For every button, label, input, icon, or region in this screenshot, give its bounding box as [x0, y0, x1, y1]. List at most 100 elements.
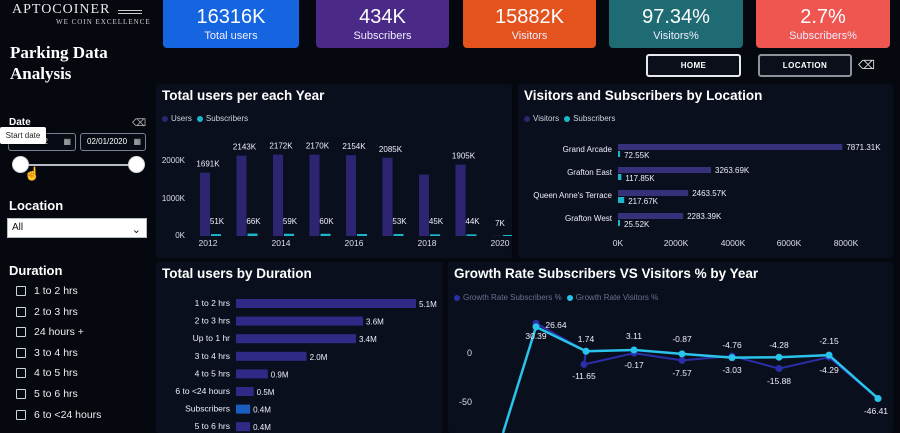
category-label: Subscribers: [185, 404, 230, 414]
checkbox[interactable]: [16, 307, 26, 317]
point-visitors: [678, 350, 686, 358]
duration-option-label: 24 hours +: [34, 326, 84, 338]
date-slider-start-handle[interactable]: [12, 156, 29, 173]
data-label-subscribers: 217.67K: [628, 197, 658, 206]
y-tick-label: 0K: [175, 231, 185, 240]
data-label-subscribers: 60K: [319, 217, 334, 226]
category-label: 2 to 3 hrs: [195, 316, 230, 326]
home-button[interactable]: HOME: [646, 54, 741, 77]
bar-subscribers: [284, 233, 294, 236]
duration-option[interactable]: 2 to 3 hrs: [16, 304, 78, 320]
data-label-users: 2170K: [306, 142, 330, 151]
checkbox[interactable]: [16, 286, 26, 296]
bar-duration: [236, 351, 307, 361]
data-label: -4.28: [769, 340, 789, 350]
data-label-subscribers: 25.52K: [624, 220, 650, 229]
location-button[interactable]: LOCATION: [758, 54, 852, 77]
location-panel: Visitors and Subscribers by Location Vis…: [518, 84, 893, 258]
data-label: 3.11: [626, 331, 642, 341]
chart-title: Total users per each Year: [162, 88, 325, 103]
duration-option[interactable]: 3 to 4 hrs: [16, 345, 78, 361]
bar-subscribers: [320, 233, 331, 236]
data-label-subscribers: 117.85K: [625, 174, 655, 183]
data-label-subscribers: 66K: [246, 217, 261, 226]
duration-option-label: 3 to 4 hrs: [34, 347, 78, 359]
clear-date-icon[interactable]: ⌫: [132, 118, 147, 129]
x-tick-label: 2020: [491, 238, 510, 248]
date-slider-end-handle[interactable]: [128, 156, 145, 173]
bar-subscribers: [618, 220, 620, 226]
data-label-subscribers: 72.55K: [624, 151, 650, 160]
location-dropdown[interactable]: All ⌄: [7, 218, 147, 238]
y-tick-label: 2000K: [162, 156, 186, 165]
chart-title: Growth Rate Subscribers VS Visitors % by…: [454, 266, 759, 281]
legend-swatch: [196, 115, 203, 122]
duration-option[interactable]: 4 to 5 hrs: [16, 365, 78, 381]
data-label-users: 2143K: [233, 143, 257, 152]
bar-users: [236, 155, 247, 236]
legend-label: Visitors: [533, 114, 560, 123]
brand-tagline: WE COIN EXCELLENCE: [56, 18, 151, 26]
duration-panel: Total users by Duration 1 to 2 hrs 5.1M 2 …: [156, 262, 443, 433]
category-label: 3 to 4 hrs: [195, 351, 230, 361]
duration-option[interactable]: 6 to <24 hours: [16, 407, 101, 423]
bar-subscribers: [466, 234, 477, 236]
point-subscribers: [775, 365, 783, 373]
bar-users: [309, 154, 320, 236]
point-subscribers: [580, 360, 588, 368]
checkbox[interactable]: [16, 348, 26, 358]
checkbox[interactable]: [16, 389, 26, 399]
checkbox[interactable]: [16, 368, 26, 378]
data-label: -46.41: [864, 406, 888, 416]
data-label: 0.4M: [253, 406, 271, 415]
legend-label: Subscribers: [573, 114, 616, 123]
duration-option-label: 4 to 5 hrs: [34, 367, 78, 379]
bar-users: [455, 164, 466, 236]
chart-legend: Users Subscribers: [162, 114, 248, 123]
kpi-visitors: 15882K Visitors: [463, 0, 596, 48]
bar-subscribers: [618, 174, 622, 180]
logo-rule: [118, 13, 142, 14]
category-label: Grafton West: [565, 214, 613, 223]
duration-option[interactable]: 1 to 2 hrs: [16, 283, 78, 299]
point-visitors: [728, 354, 736, 362]
x-tick-label: 2018: [418, 238, 437, 248]
kpi-subscribers-pct: 2.7% Subscribers%: [756, 0, 890, 48]
bar-visitors: [618, 144, 843, 150]
data-label-users: 2154K: [342, 142, 366, 151]
duration-chart: 1 to 2 hrs 5.1M 2 to 3 hrs 3.6M Up to 1 hr 3.…: [175, 298, 437, 432]
x-tick-label: 6000K: [777, 238, 802, 248]
checkbox[interactable]: [16, 327, 26, 337]
data-label-subscribers: 44K: [465, 217, 480, 226]
bar-users: [200, 172, 210, 236]
bar-subscribers: [430, 234, 440, 236]
legend-swatch: [454, 294, 460, 301]
calendar-icon[interactable]: ▦: [63, 137, 71, 146]
kpi-value: 434K: [359, 6, 406, 28]
end-date-input[interactable]: 02/01/2020 ▦: [80, 133, 146, 151]
category-label: Grafton East: [567, 168, 613, 177]
x-tick-label: 2012: [199, 238, 218, 248]
clear-filters-icon[interactable]: ⌫: [858, 58, 875, 72]
legend-swatch: [524, 115, 530, 122]
date-range-slider-track[interactable]: [20, 164, 136, 166]
duration-option[interactable]: 24 hours +: [16, 324, 84, 340]
calendar-icon[interactable]: ▦: [133, 137, 141, 146]
checkbox[interactable]: [16, 410, 26, 420]
data-label: -4.29: [819, 365, 839, 375]
kpi-subscribers: 434K Subscribers: [316, 0, 449, 48]
bar-subscribers: [503, 235, 512, 236]
users-per-year-chart: 2000K 1000K 0K 2012 2014 2016 2018 2020 …: [162, 142, 512, 248]
bar-subscribers: [211, 234, 221, 236]
data-label: 3.6M: [366, 318, 384, 327]
data-label-subscribers: 51K: [210, 217, 225, 226]
kpi-label: Subscribers%: [789, 30, 857, 42]
point-visitors: [775, 353, 783, 361]
kpi-value: 2.7%: [800, 6, 846, 28]
category-label: 6 to <24 hours: [175, 386, 230, 396]
data-label: 26.64: [545, 320, 567, 330]
duration-option[interactable]: 5 to 6 hrs: [16, 386, 78, 402]
legend-label: Growth Rate Visitors %: [575, 293, 659, 302]
duration-option-label: 6 to <24 hours: [34, 409, 102, 421]
